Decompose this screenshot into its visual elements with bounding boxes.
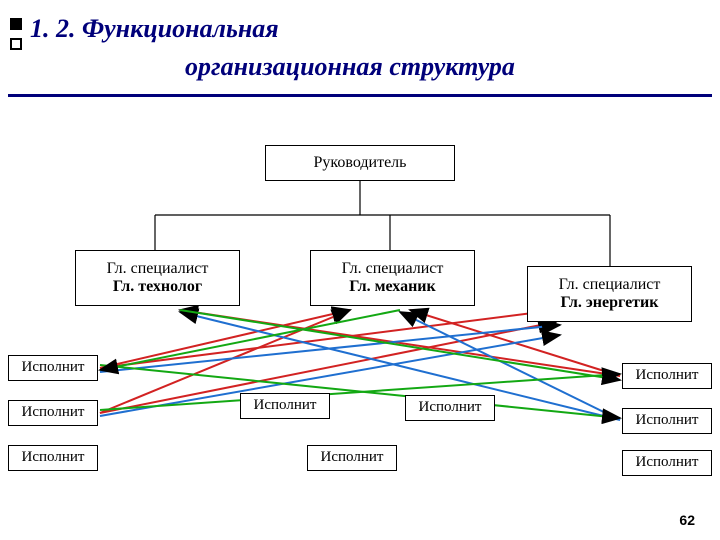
exM1-l: Исполнит (254, 397, 317, 414)
node-executor-m1: Исполнит (240, 393, 330, 419)
spec3-l2: Гл. энергетик (561, 294, 659, 312)
node-executor-l1: Исполнит (8, 355, 98, 381)
node-spec-technolog: Гл. специалист Гл. технолог (75, 250, 240, 306)
bullet-filled (10, 18, 22, 30)
title-underline (8, 94, 712, 97)
exL2-l: Исполнит (22, 404, 85, 421)
bullet-open (10, 38, 22, 50)
title-text-2: организационная структура (185, 52, 515, 81)
node-executor-r3: Исполнит (622, 450, 712, 476)
node-executor-m2: Исполнит (405, 395, 495, 421)
node-executor-r2: Исполнит (622, 408, 712, 434)
node-spec-energetic: Гл. специалист Гл. энергетик (527, 266, 692, 322)
spec3-l1: Гл. специалист (559, 276, 661, 294)
title-text-1: 1. 2. Функциональная (30, 14, 279, 43)
exL3-l: Исполнит (22, 449, 85, 466)
node-executor-l2: Исполнит (8, 400, 98, 426)
node-executor-m3: Исполнит (307, 445, 397, 471)
spec2-l1: Гл. специалист (342, 260, 444, 278)
spec1-l1: Гл. специалист (107, 260, 209, 278)
node-root-label: Руководитель (314, 154, 407, 172)
exM2-l: Исполнит (419, 399, 482, 416)
page-number: 62 (679, 512, 695, 528)
spec1-l2: Гл. технолог (113, 278, 202, 296)
exM3-l: Исполнит (321, 449, 384, 466)
exR3-l: Исполнит (636, 454, 699, 471)
node-executor-r1: Исполнит (622, 363, 712, 389)
page-number-text: 62 (679, 512, 695, 528)
node-spec-mechanic: Гл. специалист Гл. механик (310, 250, 475, 306)
slide-title-line2: организационная структура (185, 52, 515, 82)
diagram-canvas: 1. 2. Функциональная организационная стр… (0, 0, 720, 540)
node-root: Руководитель (265, 145, 455, 181)
slide-title-line1: 1. 2. Функциональная (30, 14, 279, 44)
exR1-l: Исполнит (636, 367, 699, 384)
spec2-l2: Гл. механик (349, 278, 435, 296)
exR2-l: Исполнит (636, 412, 699, 429)
node-executor-l3: Исполнит (8, 445, 98, 471)
exL1-l: Исполнит (22, 359, 85, 376)
